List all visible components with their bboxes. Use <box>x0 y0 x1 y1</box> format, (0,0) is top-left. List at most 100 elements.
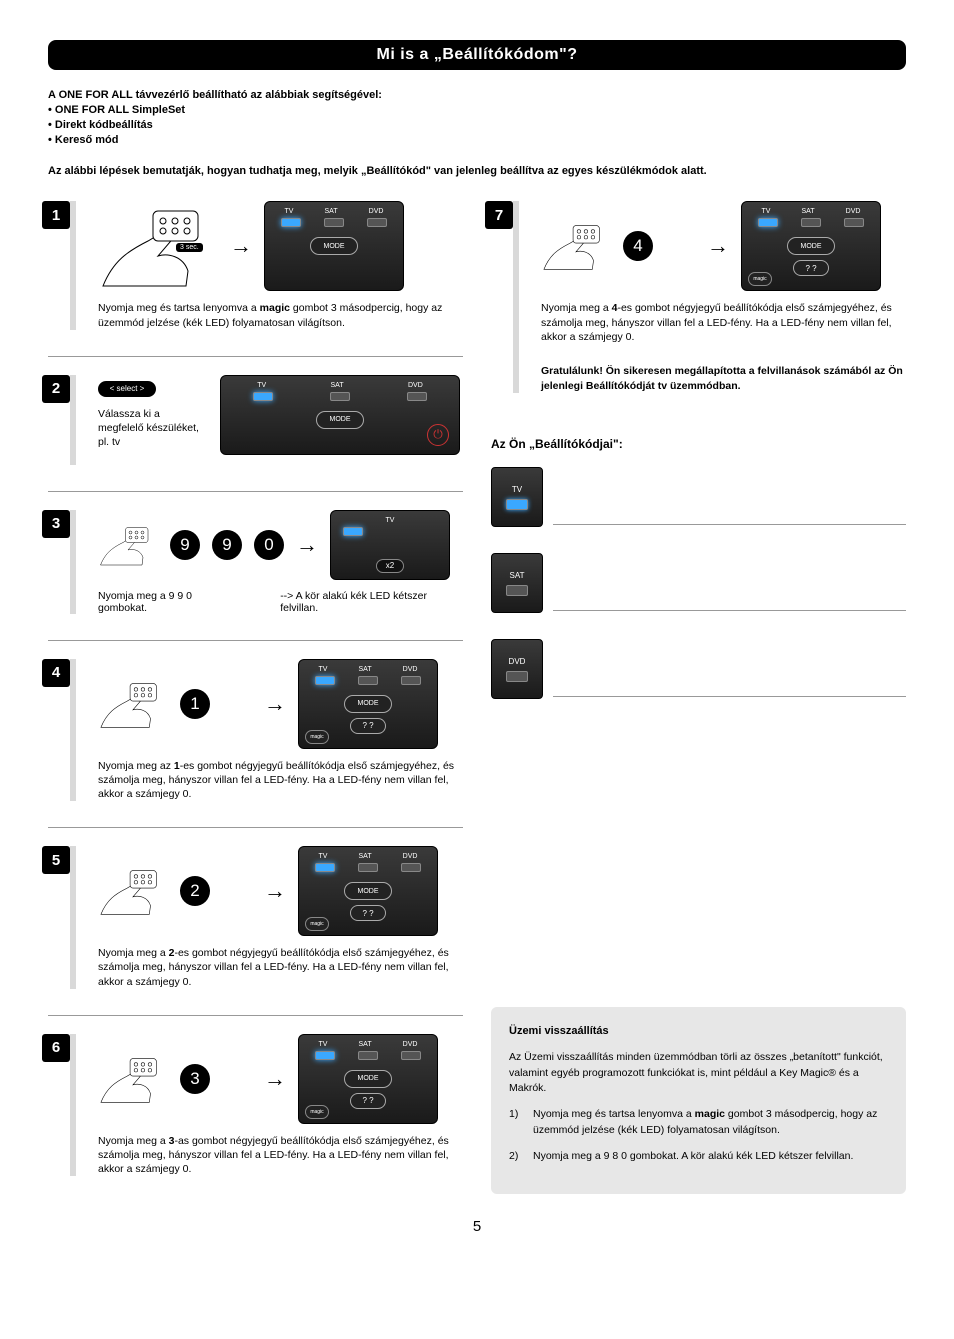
hand-remote-illustration <box>98 669 168 739</box>
step-3: 3 9 9 0 → TV x2 Nyomja meg a 9 9 0 gombo… <box>48 510 463 614</box>
tv-led <box>506 499 528 510</box>
step-bar <box>70 375 76 465</box>
divider <box>48 827 463 828</box>
x2-label: x2 <box>376 559 404 573</box>
reset-title: Üzemi visszaállítás <box>509 1023 888 1040</box>
digit-3: 3 <box>180 1064 210 1094</box>
divider <box>48 356 463 357</box>
digit-0: 0 <box>254 530 284 560</box>
magic-button: magic <box>305 1105 329 1119</box>
step-1-caption: Nyomja meg és tartsa lenyomva a magic go… <box>98 301 463 329</box>
step-7-caption: Nyomja meg a 4-es gombot négyjegyű beáll… <box>541 301 906 344</box>
question-oval: ? ? <box>793 260 829 276</box>
step-5: 5 2 → TVSATDVD MODE magic ? ? N <box>48 846 463 989</box>
step-5-caption: Nyomja meg a 2-es gombot négyjegyű beáll… <box>98 946 463 989</box>
tv-label: TV <box>285 208 294 215</box>
step-bar <box>70 846 76 989</box>
step-bar <box>70 201 76 329</box>
code-row-tv: TV <box>491 467 906 527</box>
left-column: 1 3 sec. → TVSATDVD MODE Nyomja meg és t <box>48 201 463 1194</box>
magic-button: magic <box>305 917 329 931</box>
digit-9: 9 <box>212 530 242 560</box>
step-number: 7 <box>485 201 513 229</box>
step-number: 2 <box>42 375 70 403</box>
step-2: 2 < select > Válassza ki a megfelelő kés… <box>48 375 463 465</box>
tv-led <box>281 218 301 227</box>
hold-3sec-label: 3 sec. <box>176 243 203 252</box>
intro-bullet-1: • ONE FOR ALL SimpleSet <box>48 104 185 116</box>
digit-1: 1 <box>180 689 210 719</box>
code-chip-dvd: DVD <box>491 639 543 699</box>
step-number: 3 <box>42 510 70 538</box>
hand-remote-illustration <box>98 1044 168 1114</box>
mode-button: MODE <box>344 695 392 713</box>
device-panel: TV x2 <box>330 510 450 580</box>
arrow-icon: → <box>264 878 286 904</box>
code-line <box>553 610 906 611</box>
code-line <box>553 696 906 697</box>
intro-bullet-2: • Direkt kódbeállítás <box>48 119 153 131</box>
divider <box>48 491 463 492</box>
step-number: 5 <box>42 846 70 874</box>
page-number: 5 <box>48 1218 906 1235</box>
question-oval: ? ? <box>350 905 386 921</box>
main-columns: 1 3 sec. → TVSATDVD MODE Nyomja meg és t <box>48 201 906 1194</box>
step-bar <box>70 1034 76 1177</box>
step-7: 7 4 → TVSATDVD MODE magic ? ? N <box>491 201 906 393</box>
digit-2: 2 <box>180 876 210 906</box>
hand-remote-illustration <box>98 515 158 575</box>
divider <box>48 1015 463 1016</box>
magic-button: magic <box>748 272 772 286</box>
code-row-dvd: DVD <box>491 639 906 699</box>
mode-button: MODE <box>310 237 358 255</box>
arrow-icon: → <box>264 1066 286 1092</box>
arrow-icon: → <box>264 691 286 717</box>
step-number: 1 <box>42 201 70 229</box>
step-bar <box>513 201 519 393</box>
hand-remote-illustration <box>98 856 168 926</box>
mode-button: MODE <box>787 237 835 255</box>
sub-intro: Az alábbi lépések bemutatják, hogyan tud… <box>48 165 906 177</box>
hand-remote-illustration: 3 sec. <box>98 201 218 291</box>
power-icon: ⏻ <box>427 424 449 446</box>
digit-9: 9 <box>170 530 200 560</box>
step-number: 4 <box>42 659 70 687</box>
codes-title: Az Ön „Beállítókódjai": <box>491 437 906 451</box>
code-chip-tv: TV <box>491 467 543 527</box>
arrow-icon: → <box>296 532 318 558</box>
sat-label: SAT <box>325 208 338 215</box>
intro-bullet-3: • Kereső mód <box>48 134 118 146</box>
step-1: 1 3 sec. → TVSATDVD MODE Nyomja meg és t <box>48 201 463 329</box>
sat-led <box>506 585 528 596</box>
divider <box>48 640 463 641</box>
device-panel: TV SAT DVD MODE <box>264 201 404 291</box>
reset-item-1: 1) Nyomja meg és tartsa lenyomva a magic… <box>509 1107 888 1139</box>
mode-button: MODE <box>344 882 392 900</box>
dvd-led <box>506 671 528 682</box>
sat-led <box>324 218 344 227</box>
device-panel: TVSATDVD MODE magic ? ? <box>741 201 881 291</box>
step-6: 6 3 → TVSATDVD MODE magic ? ? N <box>48 1034 463 1177</box>
device-panel-wide: TVSATDVD MODE ⏻ <box>220 375 460 455</box>
mode-button: MODE <box>316 411 364 429</box>
device-panel: TVSATDVD MODE magic ? ? <box>298 659 438 749</box>
select-button: < select > <box>98 381 156 397</box>
dvd-label: DVD <box>369 208 384 215</box>
step-3-caption-left: Nyomja meg a 9 9 0 gombokat. <box>98 590 240 614</box>
congrats-text: Gratulálunk! Ön sikeresen megállapította… <box>541 364 906 393</box>
reset-item-2: 2) Nyomja meg a 9 8 0 gombokat. A kör al… <box>509 1149 888 1165</box>
code-row-sat: SAT <box>491 553 906 613</box>
question-oval: ? ? <box>350 718 386 734</box>
digit-4: 4 <box>623 231 653 261</box>
reset-intro: Az Üzemi visszaállítás minden üzemmódban… <box>509 1050 888 1097</box>
question-oval: ? ? <box>350 1093 386 1109</box>
step-6-caption: Nyomja meg a 3-as gombot négyjegyű beáll… <box>98 1134 463 1177</box>
step-number: 6 <box>42 1034 70 1062</box>
step-bar <box>70 510 76 614</box>
mode-button: MODE <box>344 1070 392 1088</box>
arrow-icon: → <box>707 233 729 259</box>
intro-lead: A ONE FOR ALL távvezérlő beállítható az … <box>48 89 382 101</box>
page-title-bar: Mi is a „Beállítókódom"? <box>48 40 906 70</box>
arrow-icon: → <box>230 233 252 259</box>
code-chip-sat: SAT <box>491 553 543 613</box>
